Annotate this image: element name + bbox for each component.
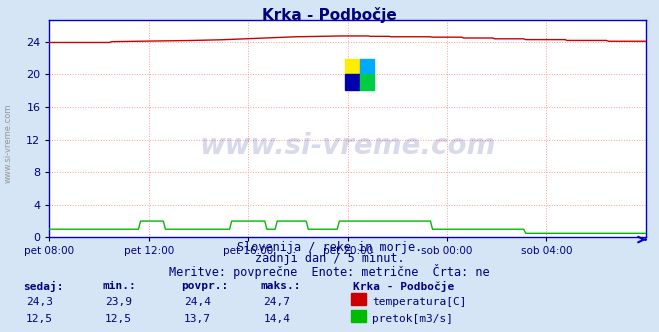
Text: 13,7: 13,7 (185, 314, 211, 324)
Text: www.si-vreme.com: www.si-vreme.com (3, 103, 13, 183)
Text: povpr.:: povpr.: (181, 281, 229, 290)
Text: pretok[m3/s]: pretok[m3/s] (372, 314, 453, 324)
Text: zadnji dan / 5 minut.: zadnji dan / 5 minut. (254, 252, 405, 265)
Text: 23,9: 23,9 (105, 297, 132, 307)
Text: 14,4: 14,4 (264, 314, 290, 324)
Text: 24,4: 24,4 (185, 297, 211, 307)
Bar (345, 59, 360, 74)
Text: 24,3: 24,3 (26, 297, 53, 307)
Text: www.si-vreme.com: www.si-vreme.com (200, 132, 496, 160)
Text: maks.:: maks.: (260, 281, 301, 290)
Text: 12,5: 12,5 (26, 314, 53, 324)
Bar (345, 74, 360, 90)
Bar (360, 74, 374, 90)
Text: Slovenija / reke in morje.: Slovenija / reke in morje. (237, 241, 422, 254)
Text: temperatura[C]: temperatura[C] (372, 297, 467, 307)
Text: Meritve: povprečne  Enote: metrične  Črta: ne: Meritve: povprečne Enote: metrične Črta:… (169, 264, 490, 279)
Text: 12,5: 12,5 (105, 314, 132, 324)
Bar (360, 59, 374, 74)
Text: min.:: min.: (102, 281, 136, 290)
Text: sedaj:: sedaj: (23, 281, 63, 291)
Text: Krka - Podbočje: Krka - Podbočje (262, 7, 397, 23)
Text: Krka - Podbočje: Krka - Podbočje (353, 281, 454, 291)
Text: 24,7: 24,7 (264, 297, 290, 307)
